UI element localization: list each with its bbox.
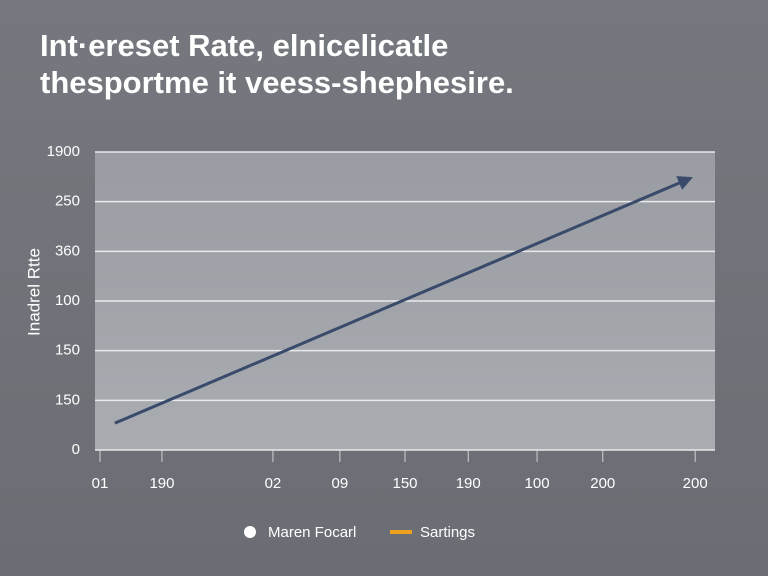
y-tick-label: 1900	[47, 143, 80, 160]
x-tick-label: 190	[149, 475, 174, 492]
y-tick-label: 0	[72, 441, 80, 458]
x-tick-label: 01	[92, 475, 109, 492]
y-tick-label: 150	[55, 342, 80, 359]
data-line	[114, 176, 693, 425]
y-tick-label: 360	[55, 242, 80, 259]
y-tick-label: 150	[55, 391, 80, 408]
x-tick-label: 100	[525, 475, 550, 492]
legend-label: Sartings	[420, 524, 475, 541]
y-axis-label: Inadrel Rtte	[24, 248, 43, 336]
legend-marker	[244, 526, 256, 538]
y-tick-label: 250	[55, 193, 80, 210]
x-tick-label: 09	[332, 475, 349, 492]
x-tick-label: 200	[683, 475, 708, 492]
x-tick-label: 02	[265, 475, 282, 492]
chart-title: thesportme it veess-shephesire.	[40, 65, 514, 100]
x-tick-label: 200	[590, 475, 615, 492]
x-tick-label: 190	[456, 475, 481, 492]
legend-marker	[390, 530, 412, 534]
x-tick-label: 150	[392, 475, 417, 492]
y-tick-label: 100	[55, 292, 80, 309]
chart-title: Int·ereset Rate, elnicelicatle	[40, 28, 448, 63]
legend-label: Maren Focarl	[268, 524, 356, 541]
